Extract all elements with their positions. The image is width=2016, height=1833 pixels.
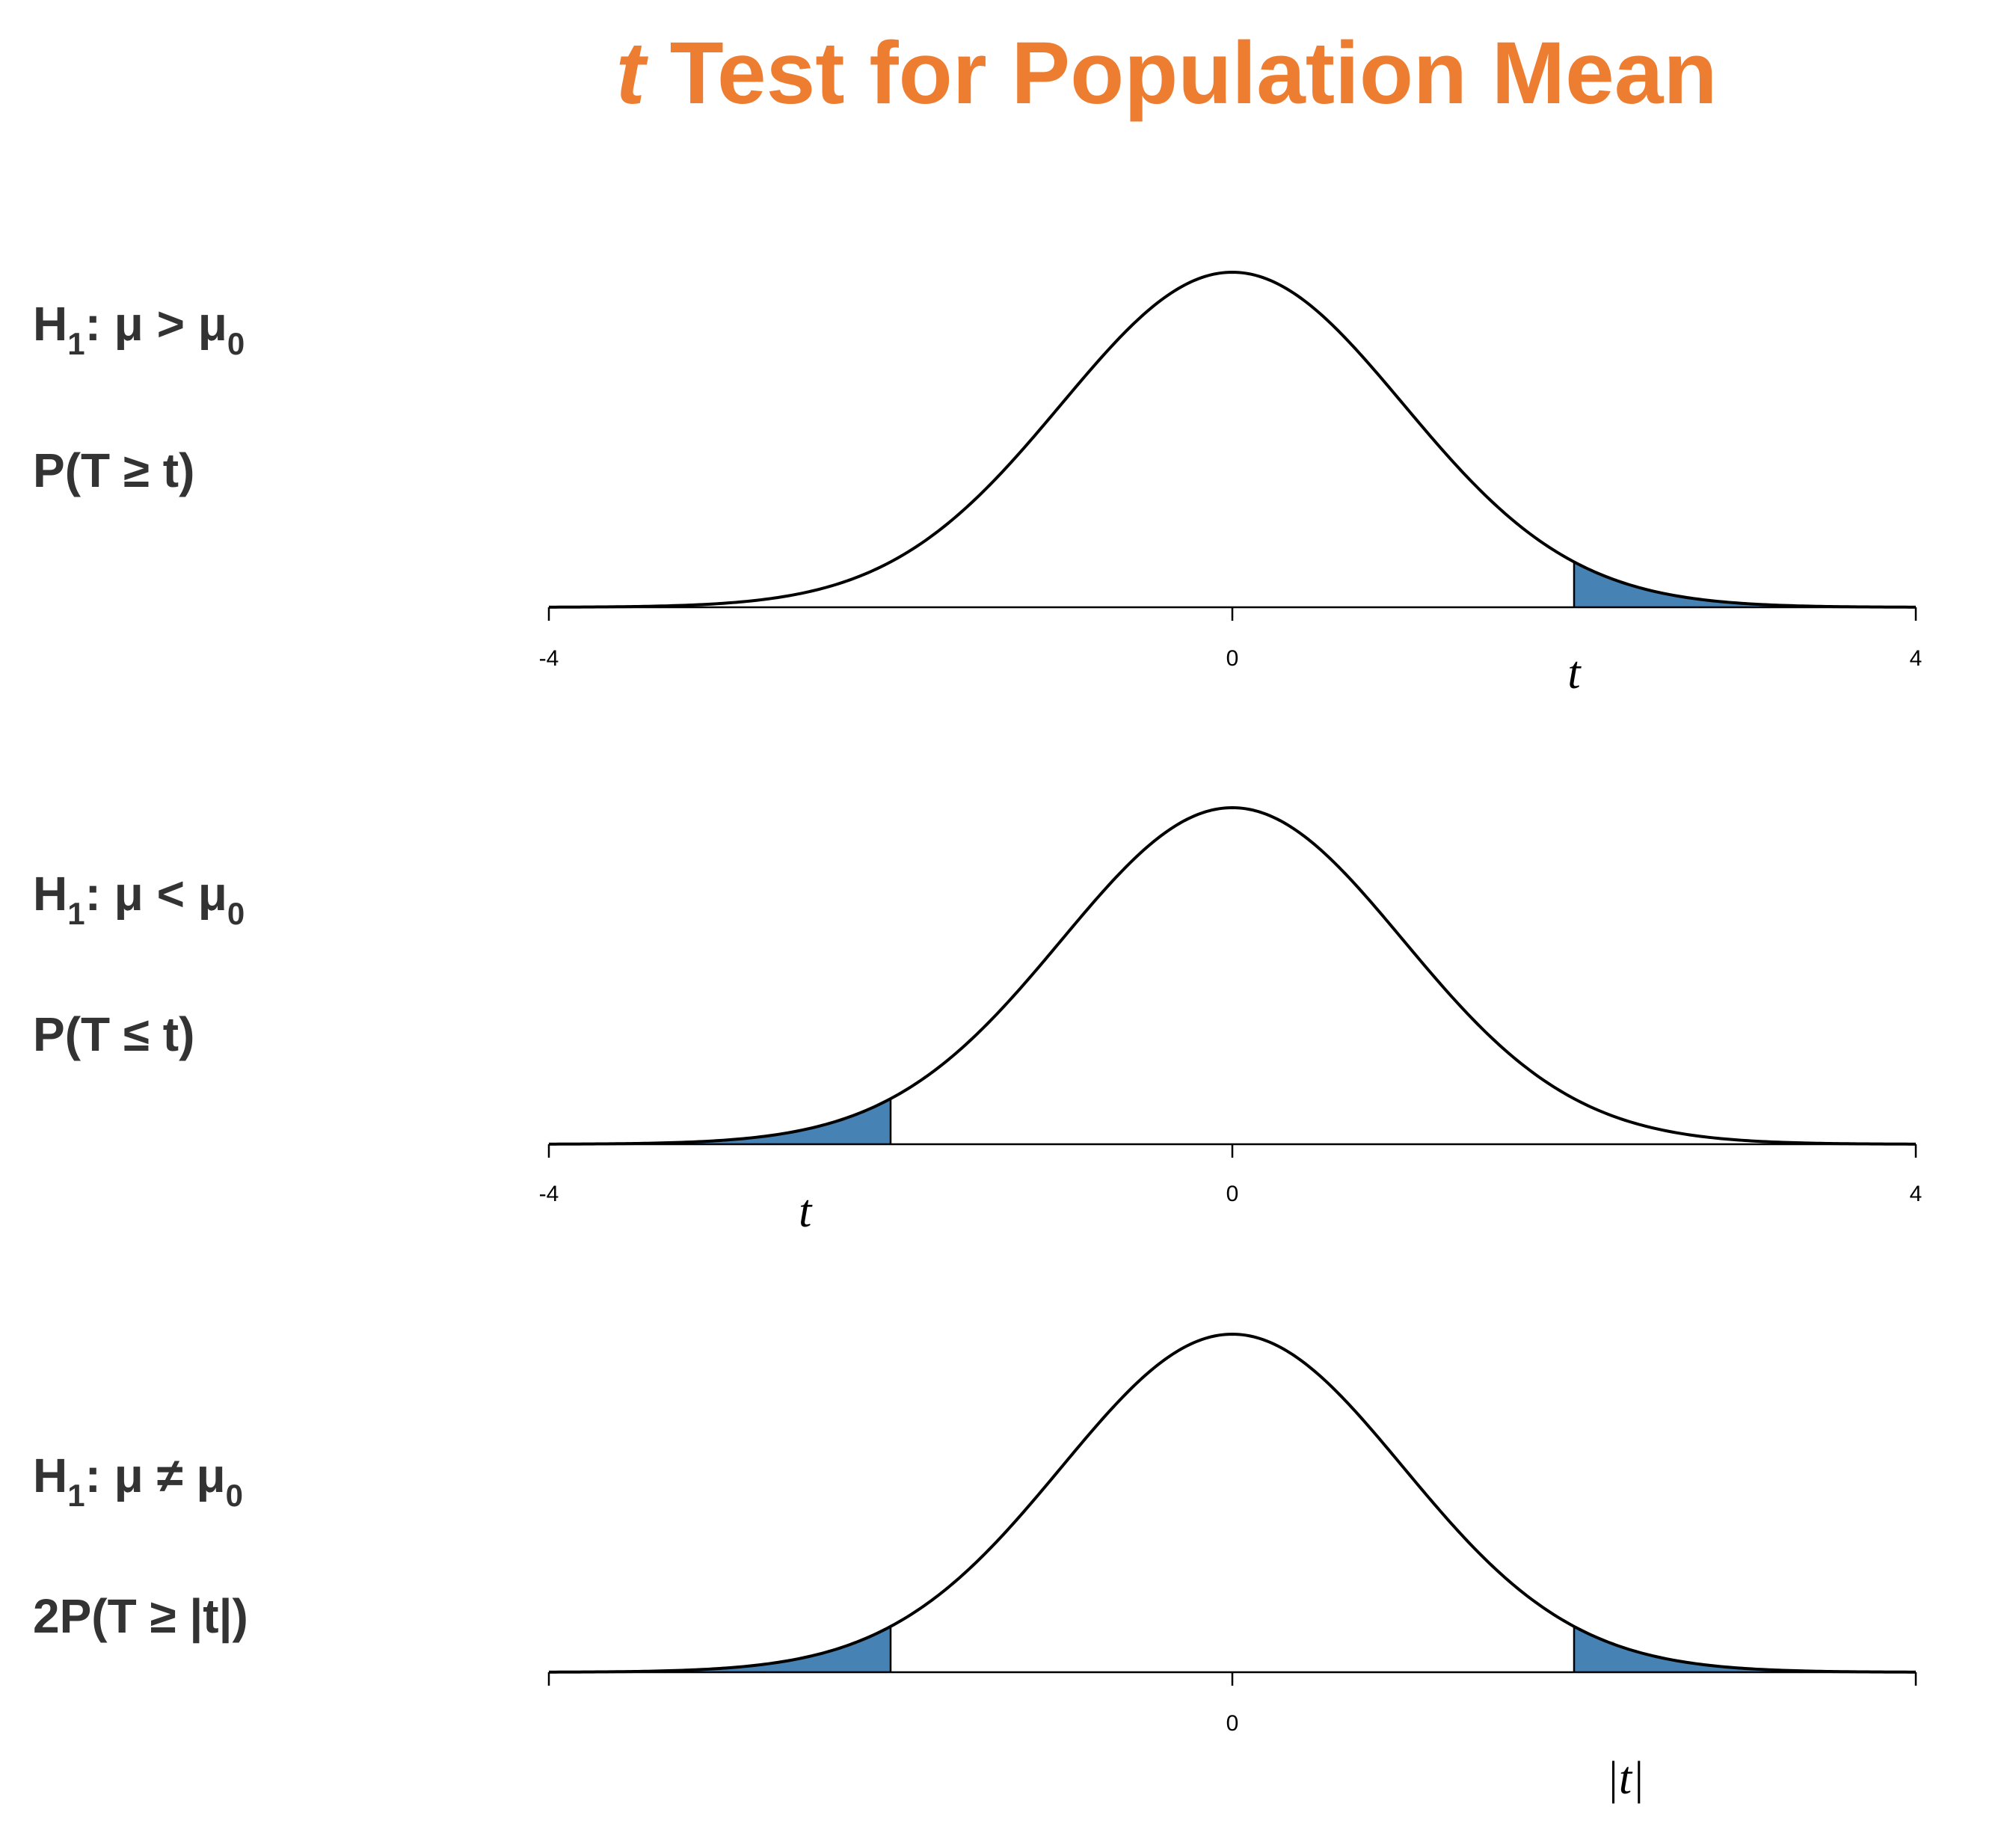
test-statistic-marker: |t| xyxy=(1606,1753,1644,1804)
test-statistic-marker: t xyxy=(1567,648,1582,698)
pvalue-label-twosided: 2P(T ≥ |t|) xyxy=(33,1589,248,1643)
chart-panel-3: 0 |t| xyxy=(547,1332,1917,1804)
hypothesis-mid: : μ ≠ μ xyxy=(84,1449,226,1502)
pvalue-label-less: P(T ≤ t) xyxy=(33,1007,195,1061)
x-tick-label: 0 xyxy=(1226,646,1239,671)
density-curve xyxy=(548,805,1917,1146)
x-tick-label: -4 xyxy=(539,1182,559,1206)
x-tick-label: 4 xyxy=(1910,646,1923,671)
hypothesis-sub1: 1 xyxy=(67,1477,85,1513)
hypothesis-sub2: 0 xyxy=(225,1477,244,1513)
hypothesis-sub2: 0 xyxy=(227,325,245,361)
title-italic-t: t xyxy=(615,24,645,123)
x-tick-label: 0 xyxy=(1226,1182,1239,1206)
hypothesis-prefix: H xyxy=(33,867,68,921)
hypothesis-sub1: 1 xyxy=(67,895,85,931)
title-text: Test for Population Mean xyxy=(645,24,1718,123)
page-title: t Test for Population Mean xyxy=(0,22,2016,124)
shaded-tail-region xyxy=(1574,562,1916,607)
shaded-tail-region xyxy=(1574,1626,1916,1672)
hypothesis-mid: : μ < μ xyxy=(84,867,227,921)
hypothesis-label-greater: H1: μ > μ0 xyxy=(33,296,245,359)
hypothesis-label-notequal: H1: μ ≠ μ0 xyxy=(33,1448,243,1511)
hypothesis-prefix: H xyxy=(33,297,68,351)
test-statistic-marker: t xyxy=(799,1186,813,1237)
hypothesis-sub2: 0 xyxy=(227,895,245,931)
density-curve xyxy=(548,1332,1917,1674)
chart-panel-1: -4 0 4 t xyxy=(539,270,1923,698)
density-curve xyxy=(548,270,1917,609)
hypothesis-mid: : μ > μ xyxy=(84,297,227,351)
x-tick-label: -4 xyxy=(539,646,559,671)
hypothesis-label-less: H1: μ < μ0 xyxy=(33,866,245,929)
chart-panel-2: -4 0 4 t xyxy=(539,805,1923,1237)
x-tick-label: 0 xyxy=(1226,1711,1239,1736)
x-tick-label: 4 xyxy=(1910,1182,1923,1206)
pvalue-label-greater: P(T ≥ t) xyxy=(33,443,195,497)
shaded-tail-region xyxy=(549,1099,891,1144)
shaded-tail-region xyxy=(549,1626,891,1672)
hypothesis-sub1: 1 xyxy=(67,325,85,361)
hypothesis-prefix: H xyxy=(33,1449,68,1502)
